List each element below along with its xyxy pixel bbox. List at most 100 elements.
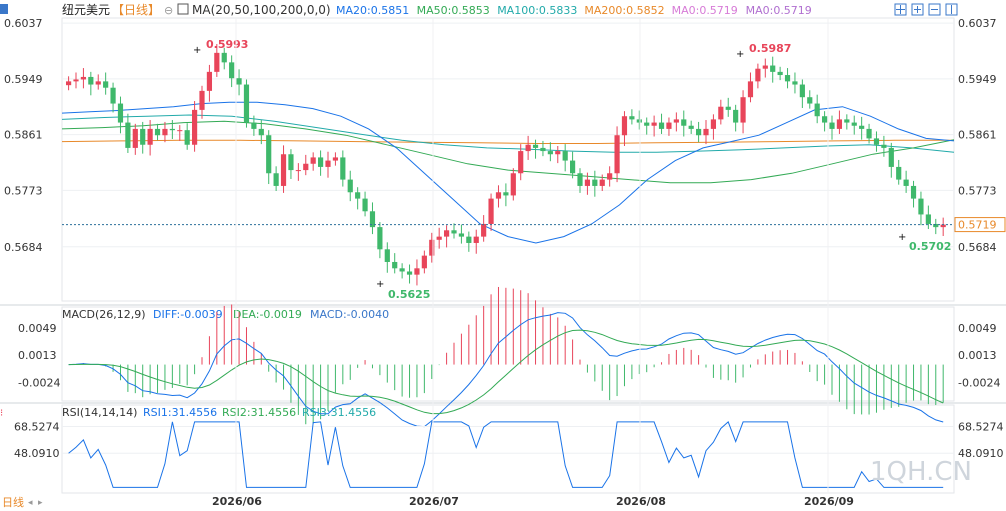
candle — [154, 128, 161, 136]
candle — [355, 192, 361, 199]
macd-tick-left: 0.0049 — [18, 322, 57, 335]
rsi-tick-left: 68.5274 — [14, 420, 60, 433]
macd-tick-left: 0.0013 — [18, 349, 57, 362]
ma-value-4: MA0:0.5719 — [672, 4, 738, 17]
candle — [481, 223, 487, 237]
ma-value-1: MA50:0.5853 — [417, 4, 490, 17]
indicator-icon[interactable] — [177, 3, 189, 15]
scroll-left-icon[interactable]: ◂ — [28, 498, 33, 508]
candle — [332, 157, 339, 161]
rsi-collapse-icon[interactable]: ⁝ — [0, 408, 3, 419]
rsi-tick-right: 68.5274 — [958, 420, 1004, 433]
candle — [799, 84, 805, 98]
candle — [347, 179, 353, 193]
price-tick-left: 0.5861 — [4, 129, 43, 142]
candle — [206, 71, 213, 91]
candle — [162, 128, 168, 136]
low-marker-2: + — [898, 232, 906, 243]
zoom-out-icon[interactable] — [928, 3, 941, 16]
candle — [777, 71, 783, 76]
candle — [95, 81, 101, 85]
candle — [221, 52, 227, 63]
candle — [925, 214, 931, 224]
candle — [592, 179, 598, 186]
candle — [466, 236, 472, 243]
x-tick-label: 2026/06 — [212, 495, 262, 508]
macd-panel-frame — [61, 306, 955, 402]
candle — [792, 81, 798, 85]
symbol-name: 纽元美元 — [62, 3, 110, 17]
candle — [488, 198, 494, 224]
candle — [192, 109, 198, 145]
rsi-tick-right: 48.0910 — [958, 447, 1004, 460]
candle — [392, 261, 398, 269]
candle — [881, 144, 887, 148]
period-selector[interactable]: 日线 — [2, 495, 24, 509]
candle — [614, 135, 620, 174]
macd-dea-line — [68, 329, 944, 415]
candle — [814, 103, 820, 117]
candle — [429, 239, 435, 256]
candle — [873, 138, 880, 145]
x-tick-label: 2026/08 — [616, 495, 666, 508]
candle — [940, 224, 946, 228]
candle — [258, 128, 264, 136]
price-tick-right: 0.5861 — [958, 129, 997, 142]
rsi-1: RSI1:31.4556 — [143, 406, 217, 419]
candle — [607, 173, 613, 180]
candle — [421, 255, 427, 269]
candle — [740, 97, 746, 123]
candle — [562, 151, 568, 161]
candle — [273, 173, 279, 186]
current-price-box — [954, 217, 1006, 233]
candle — [555, 151, 561, 155]
macd-value: MACD:-0.0040 — [310, 308, 389, 321]
macd-header: MACD(26,12,9) DIFF:-0.0039 DEA:-0.0019 M… — [62, 308, 389, 321]
collapse-icon[interactable] — [0, 4, 8, 14]
settings-icon[interactable]: ⊖ — [164, 4, 173, 17]
macd-dea: DEA:-0.0019 — [233, 308, 302, 321]
price-tick-left: 0.5773 — [4, 184, 43, 197]
candle — [570, 160, 576, 174]
period-tag[interactable]: 【日线】 — [112, 3, 160, 17]
x-tick-label: 2026/07 — [409, 495, 459, 508]
candle — [436, 236, 442, 240]
candle — [547, 151, 553, 155]
candle — [518, 151, 524, 174]
candlesticks — [66, 43, 946, 286]
candle — [495, 192, 502, 199]
candle — [458, 233, 465, 237]
zoom-in-icon[interactable] — [911, 3, 924, 16]
rsi-label: RSI(14,14,14) — [62, 406, 137, 419]
candle — [584, 179, 591, 186]
candle — [784, 75, 791, 82]
price-axis-left: 0.6037 0.5949 0.5861 0.5773 0.5684 — [4, 17, 954, 254]
candle — [696, 128, 702, 136]
ma200-line — [61, 139, 954, 144]
candle — [406, 271, 413, 275]
candle — [295, 170, 301, 172]
candle — [125, 122, 131, 148]
candle — [140, 128, 146, 145]
macd-label: MACD(26,12,9) — [62, 308, 146, 321]
grid-icon[interactable] — [945, 3, 958, 16]
ma20-line — [61, 101, 955, 244]
candle — [184, 130, 190, 145]
candle — [525, 144, 531, 152]
rsi-tick-left: 48.0910 — [14, 447, 60, 460]
current-price-tag: 0.5719 — [954, 217, 1006, 233]
candle — [836, 119, 843, 129]
candle — [703, 128, 709, 136]
macd-tick-right: 0.0013 — [958, 349, 997, 362]
scroll-right-icon[interactable]: ▸ — [38, 498, 43, 508]
high-annotation-1: 0.5993 — [206, 38, 248, 51]
macd-axis: 0.0049 0.0049 0.0013 0.0013 -0.0024 -0.0024 — [18, 322, 1000, 389]
candle — [510, 173, 516, 196]
rsi-3: RSI3:31.4556 — [302, 406, 376, 419]
crosshair-icon[interactable] — [894, 3, 907, 16]
candle — [896, 166, 902, 180]
rsi-header: ⁝ RSI(14,14,14) RSI1:31.4556 RSI2:31.455… — [0, 406, 376, 419]
price-tick-left: 0.5949 — [4, 73, 43, 86]
candle — [444, 230, 450, 237]
